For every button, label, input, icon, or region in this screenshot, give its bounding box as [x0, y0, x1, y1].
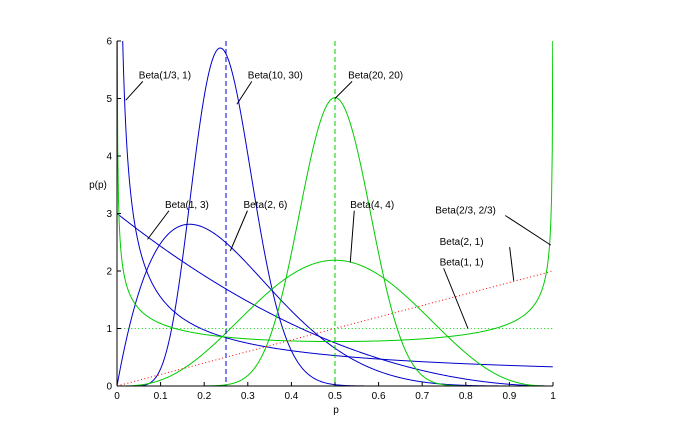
- annotation-leader-beta-2-1: [509, 247, 515, 281]
- y-tick-label: 5: [106, 94, 112, 105]
- plot-area: 0 0.1 0.2 0.3 0.4 0.5 0.6 0.7 0.8 0.9 1 0 1 2 3 4 5 6 Beta…: [106, 37, 556, 403]
- x-tick-label: 0.7: [415, 391, 429, 402]
- annotation-leader-beta-10-30: [236, 81, 253, 105]
- x-tick-label: 0.4: [284, 391, 298, 402]
- annotation-label-beta-4-4: Beta(4, 4): [350, 200, 394, 211]
- x-tick-label: 0.1: [154, 391, 168, 402]
- annotation-leader-beta-1-3: [147, 210, 170, 240]
- y-tick-label: 3: [106, 209, 112, 220]
- x-tick-label: 0.2: [197, 391, 211, 402]
- x-tick-label: 0: [114, 391, 120, 402]
- y-axis-label: p(p): [89, 180, 107, 191]
- annotation-label-beta-2-3-2-3: Beta(2/3, 2/3): [435, 206, 496, 217]
- annotation-label-beta-2-1: Beta(2, 1): [440, 237, 484, 248]
- x-axis-label: p: [333, 405, 339, 416]
- x-tick-label: 1: [550, 391, 556, 402]
- annotation-label-beta-1-1: Beta(1, 1): [440, 257, 484, 268]
- x-tick-label: 0.8: [459, 391, 473, 402]
- x-tick-label: 0.6: [372, 391, 386, 402]
- annotation-leader-beta-2-6: [229, 210, 248, 252]
- x-tick-label: 0.9: [502, 391, 516, 402]
- annotation-label-beta-20-20: Beta(20, 20): [348, 70, 403, 81]
- x-tick-label: 0.5: [328, 391, 342, 402]
- y-tick-label: 1: [106, 324, 112, 335]
- annotation-leader-beta-4-4: [349, 210, 355, 263]
- annotation-leader-beta-1-3-1: [125, 81, 144, 101]
- annotation-leader-beta-2-3-2-3: [505, 215, 552, 246]
- y-tick-label: 0: [106, 382, 112, 393]
- annotation-label-beta-1-3: Beta(1, 3): [165, 200, 209, 211]
- y-tick-label: 2: [106, 267, 112, 278]
- y-tick-label: 4: [106, 152, 112, 163]
- y-tick-label: 6: [106, 37, 112, 48]
- annotation-leader-beta-20-20: [334, 81, 353, 99]
- x-tick-label: 0.3: [241, 391, 255, 402]
- series-line-beta-1-3: [117, 213, 553, 386]
- series-line-beta-1-3-1: [122, 41, 553, 368]
- annotation-leader-beta-1-1: [443, 268, 469, 329]
- annotation-label-beta-1-3-1: Beta(1/3, 1): [139, 70, 191, 81]
- annotation-label-beta-10-30: Beta(10, 30): [248, 70, 303, 81]
- annotation-label-beta-2-6: Beta(2, 6): [243, 200, 287, 211]
